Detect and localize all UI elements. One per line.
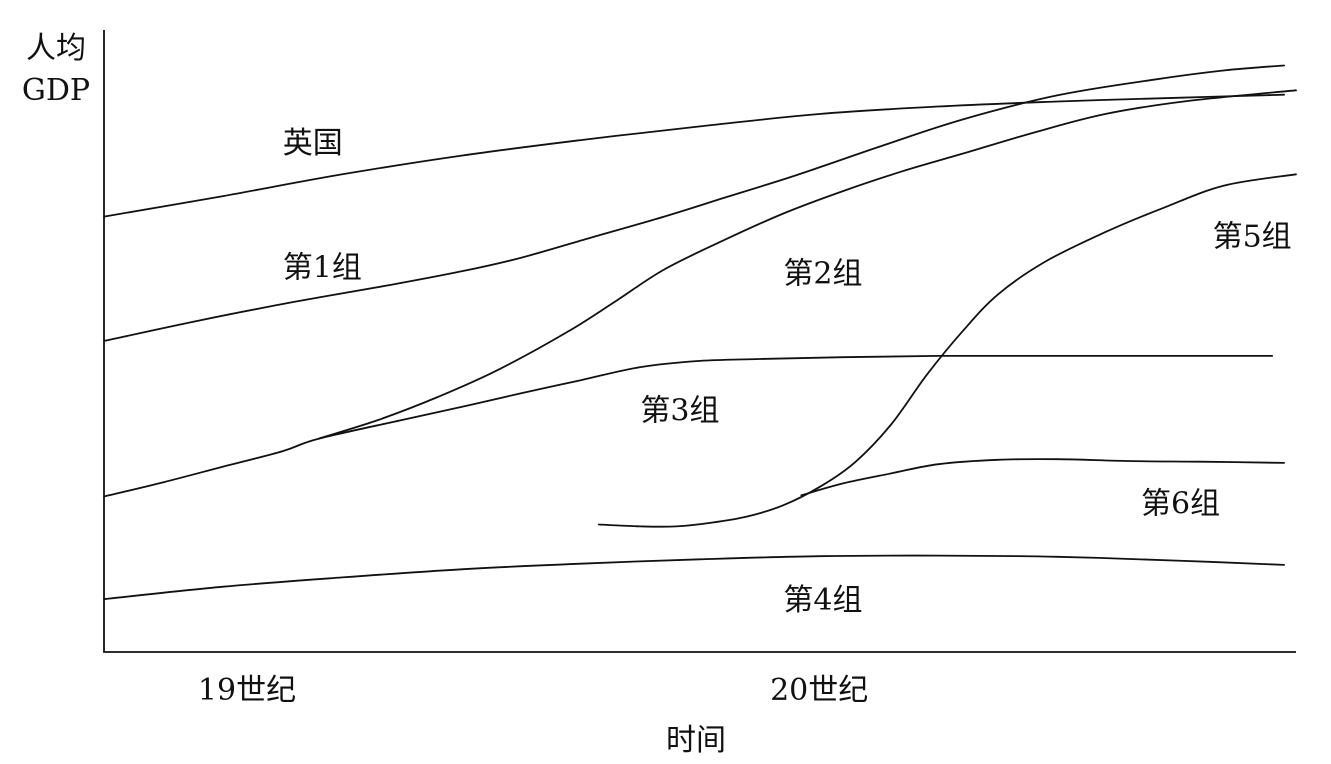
series-line-5 <box>597 173 1297 528</box>
series-label-0: 英国 <box>283 126 343 161</box>
y-axis-label-line1: 人均 <box>26 31 86 66</box>
axes-lines <box>103 30 1296 653</box>
x-tick-label-20th-century: 20世纪 <box>770 673 868 708</box>
series-label-5: 第5组 <box>1213 219 1292 254</box>
series-line-4 <box>103 554 1285 600</box>
series-label-2: 第2组 <box>783 257 862 292</box>
series-label-4: 第4组 <box>783 583 862 618</box>
series-line-3 <box>103 354 1274 498</box>
series-label-6: 第6组 <box>1141 487 1220 522</box>
x-tick-label-19th-century: 19世纪 <box>198 673 296 708</box>
series-label-1: 第1组 <box>283 250 362 285</box>
x-axis-label: 时间 <box>666 723 726 758</box>
series-line-0 <box>103 93 1285 218</box>
series-label-3: 第3组 <box>640 393 719 428</box>
series-line-2 <box>317 89 1297 440</box>
series-line-1 <box>103 64 1285 342</box>
y-axis-label-line2: GDP <box>22 73 90 108</box>
series-line-6 <box>800 458 1285 497</box>
curves-layer <box>103 64 1297 600</box>
